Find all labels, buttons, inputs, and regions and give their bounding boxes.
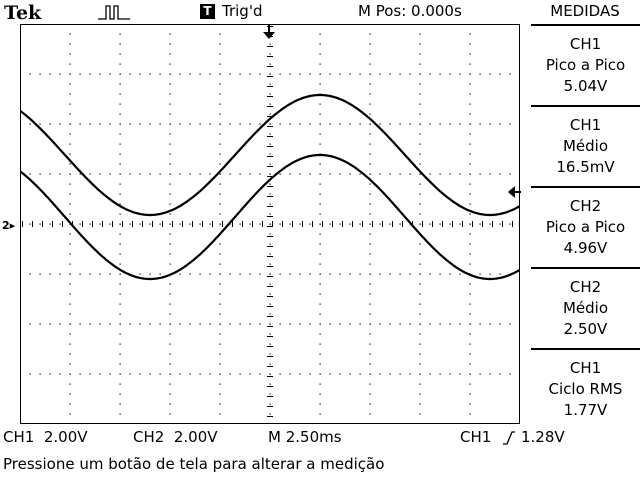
measurement-slot-4[interactable]: CH2 Médio 2.50V [531,267,640,348]
measurement-value: 2.50V [563,320,608,338]
measurement-channel: CH1 [569,116,602,134]
top-bar: Tek T Trig'd M Pos: 0.000s MEDIDAS [0,0,640,24]
measurement-slot-5[interactable]: CH1 Ciclo RMS 1.77V [531,348,640,429]
measurement-channel: CH2 [569,197,602,215]
measurement-channel: CH2 [569,278,602,296]
ch2-waveform [20,153,520,281]
graticule-border [20,24,520,424]
measurement-type: Ciclo RMS [548,380,623,398]
menu-title: MEDIDAS [550,2,620,20]
time-scale: M 2.50ms [268,428,342,446]
rising-edge-icon [503,431,515,445]
status-bar: CH1 2.00V CH2 2.00V M 2.50ms CH1 1.28V [0,426,640,448]
measurement-value: 4.96V [563,239,608,257]
measurement-channel: CH1 [569,35,602,53]
ch1-waveform [20,93,520,217]
measurement-type: Médio [562,137,609,155]
measurement-value: 5.04V [563,77,608,95]
measurement-value: 16.5mV [556,158,615,176]
trigger-source: CH1 [460,428,492,446]
trigger-level-arrow-icon [508,186,521,198]
graticule-display [20,24,520,424]
measurement-menu: CH1 Pico a Pico 5.04V CH1 Médio 16.5mV C… [531,24,640,429]
main-position: M Pos: 0.000s [358,2,462,20]
measurement-slot-1[interactable]: CH1 Pico a Pico 5.04V [531,24,640,105]
measurement-type: Pico a Pico [545,56,626,74]
measurement-type: Médio [562,299,609,317]
channel-ground-marker: 2▸ [2,219,16,232]
measurement-type: Pico a Pico [545,218,626,236]
help-message: Pressione um botão de tela para alterar … [3,455,385,473]
grid-dots [22,26,513,417]
measurement-channel: CH1 [569,359,602,377]
ch1-scale: CH1 2.00V [3,428,88,446]
acquisition-pulse-icon [98,5,130,20]
trigger-level: 1.28V [521,428,565,446]
measurement-slot-3[interactable]: CH2 Pico a Pico 4.96V [531,186,640,267]
trigger-position-arrow-icon [263,25,275,39]
trigger-status: Trig'd [222,2,263,20]
trigger-badge: T [200,4,215,19]
brand-logo: Tek [4,2,42,24]
measurement-slot-2[interactable]: CH1 Médio 16.5mV [531,105,640,186]
measurement-value: 1.77V [563,401,608,419]
ch2-scale: CH2 2.00V [133,428,218,446]
